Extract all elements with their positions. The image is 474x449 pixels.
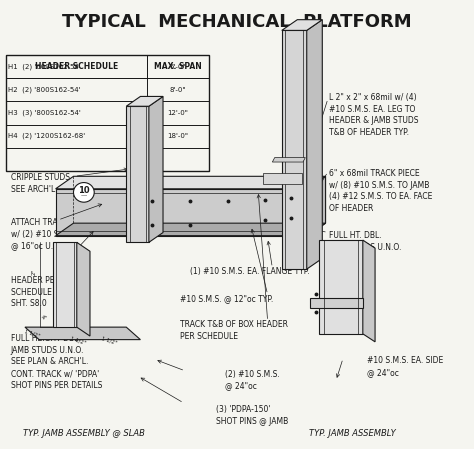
Bar xyxy=(147,101,209,124)
Text: 12'-0": 12'-0" xyxy=(168,110,189,116)
Text: 8'-0": 8'-0" xyxy=(170,87,186,93)
Text: (3) 'PDPA-150'
SHOT PINS @ JAMB: (3) 'PDPA-150' SHOT PINS @ JAMB xyxy=(216,405,288,426)
Text: 1 1/2": 1 1/2" xyxy=(24,328,40,338)
Text: —: — xyxy=(81,194,87,198)
Text: TYP. JAMB ASSEMBLY: TYP. JAMB ASSEMBLY xyxy=(309,429,396,438)
Bar xyxy=(147,124,209,148)
Polygon shape xyxy=(126,106,149,242)
Bar xyxy=(147,78,209,101)
Text: L 2" x 2" x 68mil w/ (4)
#10 S.M.S. EA. LEG TO
HEADER & JAMB STUDS
T&B OF HEADER: L 2" x 2" x 68mil w/ (4) #10 S.M.S. EA. … xyxy=(329,93,419,137)
Text: 10: 10 xyxy=(78,185,90,194)
Polygon shape xyxy=(77,242,90,336)
Text: H4  (2) '1200S162-68': H4 (2) '1200S162-68' xyxy=(9,133,86,139)
Text: H3  (3) '800S162-54': H3 (3) '800S162-54' xyxy=(9,110,81,116)
Bar xyxy=(6,148,147,171)
Text: H1  (2) '600S162-54': H1 (2) '600S162-54' xyxy=(9,63,81,70)
Text: 2": 2" xyxy=(32,269,37,275)
Bar xyxy=(6,55,209,171)
Polygon shape xyxy=(126,97,163,106)
Text: #10 S.M.S. @ 12"oc TYP.: #10 S.M.S. @ 12"oc TYP. xyxy=(181,294,273,303)
Polygon shape xyxy=(307,20,322,269)
Text: H2  (2) '800S162-54': H2 (2) '800S162-54' xyxy=(9,87,81,93)
Polygon shape xyxy=(55,189,308,236)
Text: 6'-0": 6'-0" xyxy=(170,64,186,70)
Polygon shape xyxy=(273,158,305,162)
Text: 6" x 68mil TRACK PIECE
w/ (8) #10 S.M.S. TO JAMB
(4) #12 S.M.S. TO EA. FACE
OF H: 6" x 68mil TRACK PIECE w/ (8) #10 S.M.S.… xyxy=(329,169,432,213)
Text: 18'-0": 18'-0" xyxy=(168,133,189,139)
Polygon shape xyxy=(55,223,326,236)
Bar xyxy=(147,55,209,78)
Text: FULL HT. DBL.
JAMB STUDS U.N.O.: FULL HT. DBL. JAMB STUDS U.N.O. xyxy=(329,231,402,252)
Bar xyxy=(147,148,209,171)
Text: HEADER SCHEDULE: HEADER SCHEDULE xyxy=(35,62,118,71)
Polygon shape xyxy=(319,240,363,334)
Polygon shape xyxy=(310,298,363,308)
Text: FULL HEIGHT DBL.
JAMB STUDS U.N.O.
SEE PLAN & ARCH'L.
CONT. TRACK w/ 'PDPA'
SHOT: FULL HEIGHT DBL. JAMB STUDS U.N.O. SEE P… xyxy=(11,334,102,390)
Bar xyxy=(6,78,147,101)
Text: TYP. JAMB ASSEMBLY @ SLAB: TYP. JAMB ASSEMBLY @ SLAB xyxy=(23,429,145,438)
Polygon shape xyxy=(53,242,77,327)
Text: (1) #10 S.M.S. EA. FLANGE TYP.: (1) #10 S.M.S. EA. FLANGE TYP. xyxy=(190,267,310,276)
Text: MAX. SPAN: MAX. SPAN xyxy=(154,62,202,71)
Text: TYPICAL  MECHANICAL  PLATFORM: TYPICAL MECHANICAL PLATFORM xyxy=(62,13,412,31)
Text: 1 1/2": 1 1/2" xyxy=(100,335,117,345)
Text: (2) #10 S.M.S.
@ 24"oc: (2) #10 S.M.S. @ 24"oc xyxy=(225,370,280,390)
Polygon shape xyxy=(149,97,163,242)
Polygon shape xyxy=(25,327,140,339)
Text: 4": 4" xyxy=(40,315,47,321)
Text: ATTACH TRACK
w/ (2) #10 S.M.S.
@ 16"oc U.N.O.: ATTACH TRACK w/ (2) #10 S.M.S. @ 16"oc U… xyxy=(11,218,77,251)
Bar xyxy=(6,124,147,148)
Polygon shape xyxy=(282,31,307,269)
Text: 1 1/2": 1 1/2" xyxy=(70,335,86,345)
Polygon shape xyxy=(282,20,322,31)
Bar xyxy=(6,55,147,78)
Text: TRACK T&B OF BOX HEADER
PER SCHEDULE: TRACK T&B OF BOX HEADER PER SCHEDULE xyxy=(181,321,289,341)
Circle shape xyxy=(73,183,94,202)
Text: #10 S.M.S. EA. SIDE
@ 24"oc: #10 S.M.S. EA. SIDE @ 24"oc xyxy=(366,356,443,377)
Polygon shape xyxy=(363,240,375,342)
Polygon shape xyxy=(308,176,326,236)
Text: CRIPPLE STUDS
SEE ARCH'L. #: CRIPPLE STUDS SEE ARCH'L. # xyxy=(11,173,70,194)
Bar xyxy=(6,101,147,124)
Text: HEADER PER
SCHEDULE ON
SHT. S8.0: HEADER PER SCHEDULE ON SHT. S8.0 xyxy=(11,276,66,308)
Polygon shape xyxy=(55,176,326,189)
Polygon shape xyxy=(263,173,302,185)
